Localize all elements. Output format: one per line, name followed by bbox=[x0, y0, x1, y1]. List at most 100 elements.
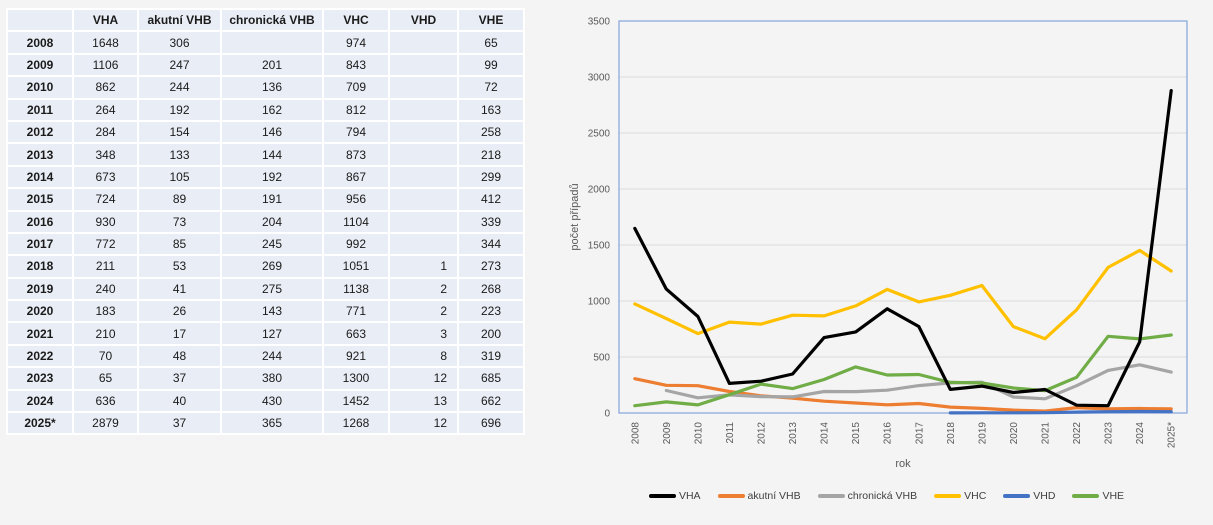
table-row: 2023 65 37 380 1300 12 685 bbox=[6, 366, 525, 391]
value-cell: 843 bbox=[322, 52, 390, 78]
value-cell: 192 bbox=[220, 164, 324, 190]
x-tick-label: 2013 bbox=[788, 422, 799, 445]
value-cell: 89 bbox=[137, 187, 222, 212]
legend-item-vhc: VHC bbox=[934, 490, 986, 502]
year-cell: 2025* bbox=[6, 411, 74, 436]
legend-swatch-vhc bbox=[934, 494, 962, 498]
value-cell: 673 bbox=[72, 164, 139, 190]
value-cell: 143 bbox=[220, 299, 324, 324]
series-line-chronick-vhb bbox=[664, 363, 1173, 401]
y-tick-label: 3500 bbox=[588, 17, 611, 28]
value-cell: 162 bbox=[220, 97, 324, 122]
table-row: 2024 636 40 430 1452 13 662 bbox=[6, 388, 525, 414]
value-cell bbox=[388, 119, 459, 145]
year-cell: 2010 bbox=[6, 75, 74, 100]
value-cell: 3 bbox=[388, 321, 459, 346]
chart-canvas: 0 500 1000 1500 2000 2500 3000 3500 2008 2009 2010… bbox=[588, 17, 1188, 448]
series-line-vhd bbox=[948, 409, 1173, 415]
table-row: 2016 930 73 204 1104 339 bbox=[6, 209, 525, 234]
y-tick-label: 500 bbox=[593, 353, 610, 364]
plot-border bbox=[618, 20, 1188, 414]
series-line-vhe bbox=[633, 333, 1173, 408]
x-tick-label: 2012 bbox=[757, 422, 768, 445]
value-cell: 218 bbox=[457, 142, 525, 167]
x-tick-label: 2015 bbox=[851, 422, 862, 445]
value-cell: 240 bbox=[72, 276, 139, 302]
value-cell bbox=[220, 30, 324, 55]
year-cell: 2019 bbox=[6, 276, 74, 302]
value-cell: 99 bbox=[457, 52, 525, 78]
value-cell: 191 bbox=[220, 187, 324, 212]
x-tick-label: 2024 bbox=[1135, 422, 1146, 445]
value-cell: 771 bbox=[322, 299, 390, 324]
value-cell: 1300 bbox=[322, 366, 390, 391]
value-cell: 247 bbox=[137, 52, 222, 78]
table-row: 2008 1648 306 974 65 bbox=[6, 30, 525, 55]
value-cell bbox=[388, 97, 459, 122]
x-tick-label: 2018 bbox=[946, 422, 957, 445]
value-cell bbox=[388, 164, 459, 190]
value-cell bbox=[388, 209, 459, 234]
hepatitis-line-chart: 0 500 1000 1500 2000 2500 3000 3500 2008 2009 2010… bbox=[560, 0, 1213, 525]
value-cell: 154 bbox=[137, 119, 222, 145]
value-cell bbox=[388, 231, 459, 257]
x-tick-label: 2010 bbox=[693, 422, 704, 445]
y-tick-label: 2000 bbox=[588, 185, 611, 196]
x-tick-label: 2021 bbox=[1041, 422, 1052, 445]
value-cell: 146 bbox=[220, 119, 324, 145]
value-cell bbox=[388, 75, 459, 100]
value-cell: 12 bbox=[388, 366, 459, 391]
year-cell: 2009 bbox=[6, 52, 74, 78]
table-row: 2020 183 26 143 771 2 223 bbox=[6, 299, 525, 324]
legend-label: VHC bbox=[964, 490, 987, 502]
y-axis-title: počet případů bbox=[569, 183, 581, 251]
year-cell: 2023 bbox=[6, 366, 74, 391]
value-cell: 13 bbox=[388, 388, 459, 414]
value-cell: 930 bbox=[72, 209, 139, 234]
y-tick-label: 0 bbox=[604, 409, 610, 420]
legend-swatch-vha bbox=[648, 494, 676, 498]
value-cell: 244 bbox=[220, 343, 324, 369]
value-cell: 319 bbox=[457, 343, 525, 369]
value-cell: 2 bbox=[388, 276, 459, 302]
x-tick-label: 2025* bbox=[1167, 422, 1178, 448]
series-line-vhc bbox=[633, 248, 1173, 341]
value-cell: 709 bbox=[322, 75, 390, 100]
value-cell: 105 bbox=[137, 164, 222, 190]
column-header-vhd: VHD bbox=[388, 7, 459, 33]
value-cell: 1452 bbox=[322, 388, 390, 414]
legend-swatch-akutn-vhb bbox=[717, 494, 745, 498]
value-cell: 37 bbox=[137, 366, 222, 391]
table-row: 2015 724 89 191 956 412 bbox=[6, 187, 525, 212]
value-cell: 192 bbox=[137, 97, 222, 122]
year-cell: 2013 bbox=[6, 142, 74, 167]
table-row: 2011 264 192 162 812 163 bbox=[6, 97, 525, 122]
legend-swatch-vhd bbox=[1003, 494, 1031, 498]
value-cell: 201 bbox=[220, 52, 324, 78]
x-tick-label: 2022 bbox=[1072, 422, 1083, 445]
y-tick-label: 1000 bbox=[588, 297, 611, 308]
value-cell: 724 bbox=[72, 187, 139, 212]
legend-item-vha: VHA bbox=[648, 490, 701, 502]
value-cell: 268 bbox=[457, 276, 525, 302]
value-cell: 245 bbox=[220, 231, 324, 257]
legend-item-vhe: VHE bbox=[1072, 490, 1124, 502]
x-tick-label: 2014 bbox=[820, 422, 831, 445]
legend-item-akutn-vhb: akutní VHB bbox=[717, 490, 801, 502]
value-cell: 53 bbox=[137, 254, 222, 279]
value-cell: 284 bbox=[72, 119, 139, 145]
value-cell: 48 bbox=[137, 343, 222, 369]
column-header-chronick-vhb: chronická VHB bbox=[220, 7, 324, 33]
chart-legend: VHA akutní VHB chronická VHB VHC VHD VHE bbox=[560, 490, 1213, 502]
value-cell: 12 bbox=[388, 411, 459, 436]
value-cell: 144 bbox=[220, 142, 324, 167]
value-cell bbox=[388, 30, 459, 55]
value-cell: 133 bbox=[137, 142, 222, 167]
value-cell: 127 bbox=[220, 321, 324, 346]
y-tick-label: 2500 bbox=[588, 129, 611, 140]
value-cell: 663 bbox=[322, 321, 390, 346]
year-cell: 2017 bbox=[6, 231, 74, 257]
legend-swatch-vhe bbox=[1072, 494, 1100, 498]
legend-label: VHA bbox=[678, 490, 701, 502]
